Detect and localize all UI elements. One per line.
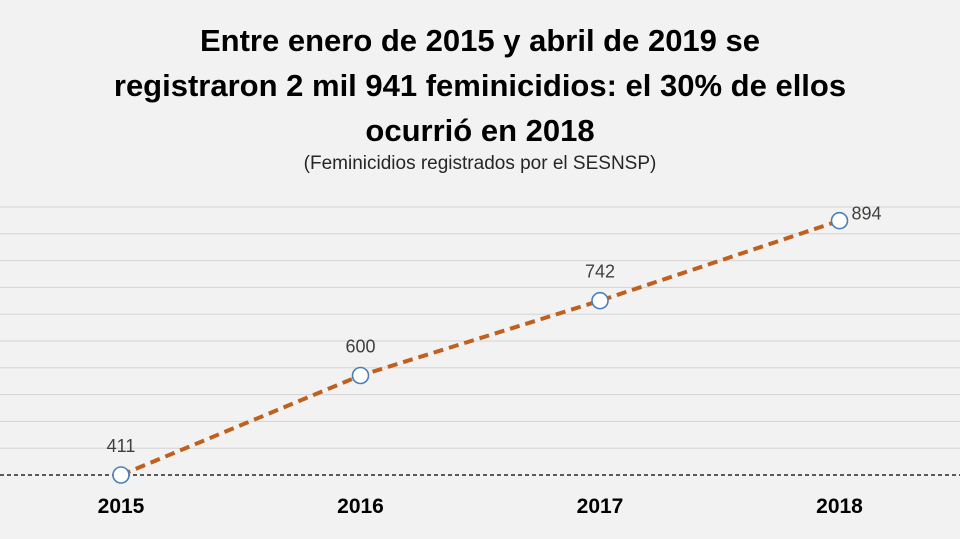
chart-subtitle: (Feminicidios registrados por el SESNSP) [303, 153, 657, 174]
data-point-2018 [830, 211, 849, 230]
title-line-3: ocurrió en 2018 [365, 113, 595, 148]
data-label-2015: 411 [107, 436, 136, 456]
data-labels: 411 600 742 894 [107, 204, 882, 456]
data-label-2017: 742 [585, 262, 615, 282]
chart-title: Entre enero de 2015 y abril de 2019 se r… [0, 18, 960, 153]
x-tick-label-2017: 2017 [577, 495, 624, 518]
data-point-2016 [351, 366, 370, 385]
x-tick-labels: 2015 2016 2017 2018 [98, 495, 864, 518]
data-point-2015 [112, 466, 130, 484]
data-markers [112, 211, 849, 484]
data-label-2018: 894 [852, 204, 882, 224]
title-line-1: Entre enero de 2015 y abril de 2019 se [199, 23, 761, 58]
x-tick-label-2015: 2015 [98, 495, 145, 518]
x-tick-label-2016: 2016 [337, 495, 384, 518]
gridlines [0, 206, 960, 449]
x-tick-label-2018: 2018 [816, 495, 863, 518]
data-label-2016: 600 [345, 337, 375, 357]
series-line [120, 218, 841, 477]
data-point-2017 [591, 291, 609, 310]
title-line-2: registraron 2 mil 941 feminicidios: el 3… [113, 68, 847, 103]
